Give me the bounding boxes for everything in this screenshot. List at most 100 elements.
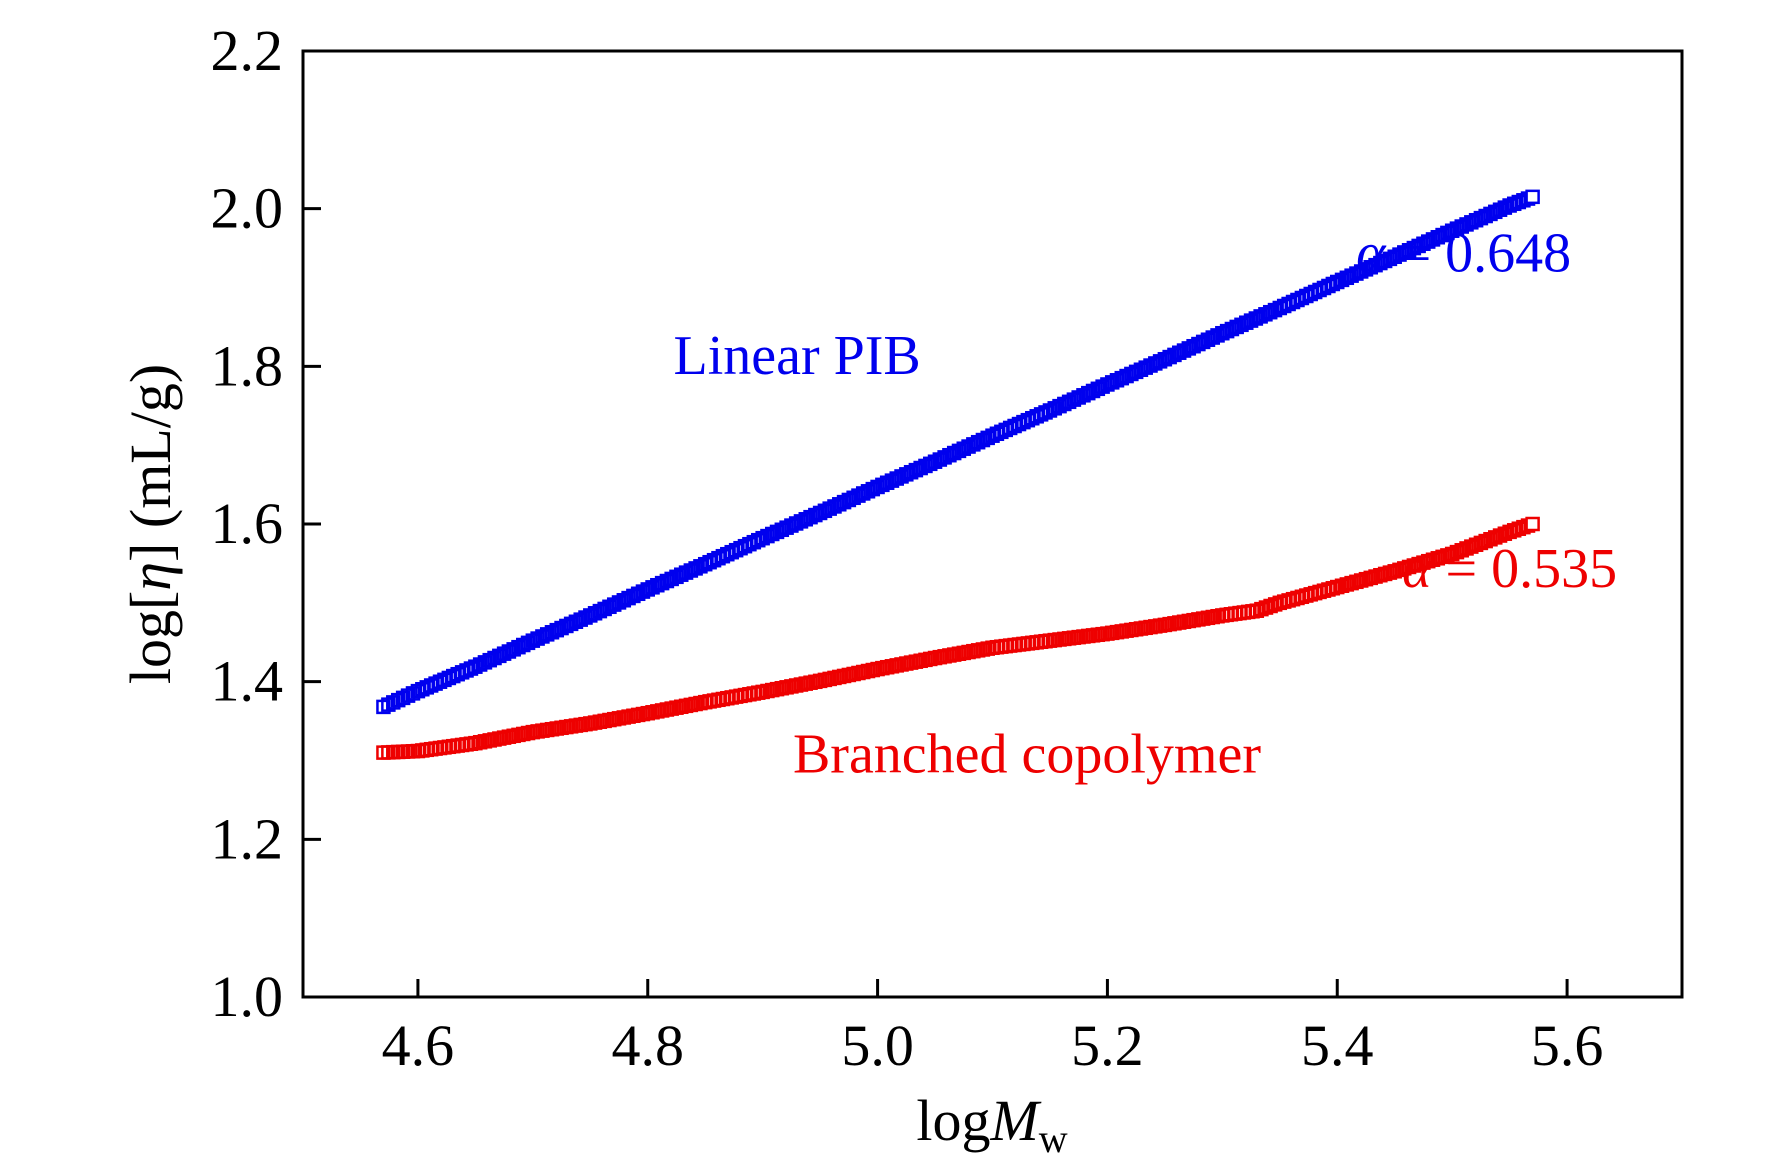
series-layer [376,189,1540,760]
data-point [428,676,443,691]
data-point [702,554,717,570]
data-point [1525,189,1540,205]
y-tick-label: 2.2 [211,18,284,83]
y-axis: 1.0 1.2 1.4 1.6 1.8 2.0 2.2 [211,18,321,1029]
data-point [994,424,1009,440]
data-point [1249,603,1265,618]
data-point [711,550,726,566]
data-point [463,661,479,676]
data-point [715,548,731,564]
data-point [1285,294,1301,310]
data-point [423,678,439,693]
data-point [706,552,722,568]
data-point [1007,418,1022,434]
data-point [1290,292,1305,308]
y-axis-title-suffix: ] (mL/g) [118,364,183,562]
y-axis-title-var: η [118,562,183,591]
y-tick-label: 1.8 [211,333,284,398]
data-point [454,665,470,680]
data-point [1272,300,1288,316]
x-axis-title-var: M [989,1088,1041,1153]
data-point [1011,416,1027,432]
x-tick-label: 5.0 [841,1013,914,1078]
data-point [1033,407,1049,422]
x-tick-label: 4.8 [612,1013,685,1078]
data-point [1276,298,1292,314]
data-point [697,556,713,572]
x-tick-label: 5.4 [1301,1013,1374,1078]
data-point [415,681,430,697]
data-point [998,422,1014,438]
data-point [1312,282,1327,298]
data-point [1267,597,1283,612]
data-point [985,428,1000,443]
y-tick-label: 2.0 [211,176,284,241]
data-point [459,663,474,678]
x-tick-label: 5.6 [1531,1013,1604,1078]
data-point [1002,420,1018,436]
data-point [1029,409,1044,424]
x-axis: 4.6 4.8 5.0 5.2 5.4 5.6 [382,979,1604,1078]
plot-frame [301,49,1684,999]
data-point [1258,600,1274,615]
data-point [450,666,465,682]
data-point [1299,288,1314,304]
y-tick-label: 1.6 [211,491,284,556]
data-point [1525,516,1540,532]
data-point [1502,198,1517,213]
data-point [446,668,461,684]
annotation-value: = 0.535 [1432,538,1618,600]
data-point [728,542,744,558]
x-tick-label: 4.6 [382,1013,455,1078]
data-point [1020,412,1036,428]
data-point [419,680,435,695]
data-point [733,540,748,556]
annotation-symbol: α [1356,223,1387,285]
x-axis-title-sub: w [1039,1116,1068,1156]
data-point [441,670,457,686]
data-point [1321,278,1336,294]
data-point [1303,286,1318,302]
data-point [1316,280,1332,296]
data-point [1325,276,1341,292]
data-point [1025,410,1040,426]
annotation: α = 0.648 [1356,223,1571,285]
data-point [746,534,762,550]
data-point [1506,523,1522,538]
series-1 [376,516,1540,760]
x-tick-label: 5.2 [1071,1013,1144,1078]
data-point [1502,524,1517,540]
data-point [1294,290,1310,306]
y-tick-label: 1.2 [211,806,284,871]
data-point [737,538,753,554]
annotation: Branched copolymer [793,723,1261,785]
data-point [1254,601,1269,617]
series-0 [376,189,1540,715]
data-point [432,674,448,689]
data-point [1511,194,1527,210]
y-tick-label: 1.4 [211,649,284,714]
x-axis-title-prefix: log [916,1088,990,1153]
data-point [750,532,766,548]
annotation-value: = 0.648 [1386,223,1572,285]
y-axis-title: log[η] (mL/g) [118,364,183,684]
data-point [742,536,757,552]
data-point [720,546,735,562]
data-point [1016,414,1031,430]
x-axis-title: logMw [916,1088,1067,1156]
data-point [1263,598,1278,614]
y-axis-title-prefix: log[ [118,591,183,684]
data-point [1307,284,1323,300]
data-point [410,683,426,699]
data-point [1038,405,1053,420]
annotation-symbol: α [1402,538,1433,600]
data-point [724,544,739,560]
annotation: α = 0.535 [1402,538,1617,600]
annotation: Linear PIB [674,325,921,387]
data-point [1281,296,1296,312]
data-point [989,426,1005,442]
y-tick-label: 1.0 [211,964,284,1029]
data-point [1511,521,1527,536]
